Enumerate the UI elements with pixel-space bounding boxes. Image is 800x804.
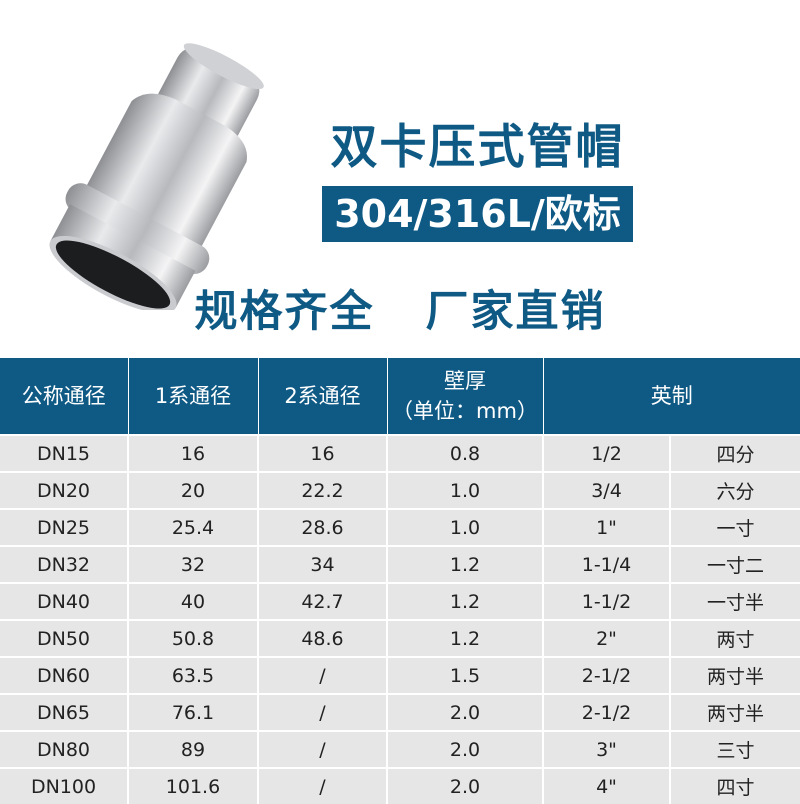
- table-row: DN100 101.6/2.0 4" 四寸: [0, 767, 800, 804]
- table-row: DN25 25.4 28.6 1.0 1" 一寸: [0, 508, 800, 546]
- cell-imperial-inch: 2-1/2: [543, 693, 671, 731]
- table-row: DN40 40 42.7 1.2 1-1/2 一寸半: [0, 582, 800, 620]
- slogan: 规格齐全 厂家直销: [194, 287, 606, 337]
- cell-nominal: DN60: [0, 656, 129, 694]
- cell-wall: 1.2: [387, 545, 544, 583]
- cell-wall: 1.5: [387, 656, 544, 694]
- cell-imperial-cn: 六分: [670, 471, 800, 509]
- pipe-cap-product-image: [49, 43, 264, 310]
- header-wall-thickness: 壁厚 （单位：mm）: [387, 358, 544, 435]
- product-title: 双卡压式管帽: [330, 120, 625, 175]
- cell-imperial-inch: 4": [543, 767, 671, 804]
- cell-imperial-inch: 3": [543, 730, 671, 768]
- table-row: DN65 76.1/2.0 2-1/2 两寸半: [0, 693, 800, 731]
- cell-imperial-inch: 3/4: [543, 471, 671, 509]
- cell-series-2: 34: [258, 545, 388, 583]
- cell-series-2: 28.6: [258, 508, 388, 546]
- cell-series-1: 32: [128, 545, 259, 583]
- cell-series-1: 50.8: [128, 619, 259, 657]
- cell-imperial-inch: 2": [543, 619, 671, 657]
- cell-series-2: /: [258, 656, 388, 694]
- header-series-1: 1系通径: [128, 358, 259, 435]
- cell-nominal: DN65: [0, 693, 129, 731]
- cell-series-1: 20: [128, 471, 259, 509]
- cell-wall: 2.0: [387, 767, 544, 804]
- cell-nominal: DN100: [0, 767, 129, 804]
- table-row: DN50 50.8 48.6 1.2 2" 两寸: [0, 619, 800, 657]
- cell-series-1: 16: [128, 434, 259, 472]
- cell-series-1: 89: [128, 730, 259, 768]
- cell-wall: 1.0: [387, 508, 544, 546]
- table-row: DN80 89/2.0 3" 三寸: [0, 730, 800, 768]
- cell-wall: 1.2: [387, 582, 544, 620]
- cell-wall: 1.0: [387, 471, 544, 509]
- cell-imperial-cn: 两寸半: [670, 693, 800, 731]
- cell-series-2: /: [258, 693, 388, 731]
- cell-nominal: DN80: [0, 730, 129, 768]
- cell-series-2: 42.7: [258, 582, 388, 620]
- cell-wall: 2.0: [387, 730, 544, 768]
- cell-series-2: /: [258, 767, 388, 804]
- table-header-row: 公称通径 1系通径 2系通径 壁厚 （单位：mm） 英制: [0, 358, 800, 435]
- cell-nominal: DN20: [0, 471, 129, 509]
- cell-nominal: DN15: [0, 434, 129, 472]
- cell-imperial-inch: 2-1/2: [543, 656, 671, 694]
- material-badge: 304/316L/欧标: [322, 186, 633, 242]
- cell-wall: 1.2: [387, 619, 544, 657]
- header-imperial: 英制: [543, 358, 800, 435]
- cell-imperial-cn: 一寸半: [670, 582, 800, 620]
- cell-series-2: 22.2: [258, 471, 388, 509]
- cell-imperial-inch: 1-1/4: [543, 545, 671, 583]
- table-row: DN15 16 16 0.8 1/2 四分: [0, 434, 800, 472]
- cell-series-1: 76.1: [128, 693, 259, 731]
- cell-wall: 2.0: [387, 693, 544, 731]
- table-row: DN60 63.5/1.5 2-1/2 两寸半: [0, 656, 800, 694]
- cell-imperial-cn: 四寸: [670, 767, 800, 804]
- cell-series-2: /: [258, 730, 388, 768]
- cell-imperial-cn: 两寸: [670, 619, 800, 657]
- cell-series-2: 16: [258, 434, 388, 472]
- cell-series-1: 63.5: [128, 656, 259, 694]
- cell-imperial-inch: 1/2: [543, 434, 671, 472]
- cell-nominal: DN50: [0, 619, 129, 657]
- header-nominal-diameter: 公称通径: [0, 358, 129, 435]
- table-row: DN20 20 22.2 1.0 3/4 六分: [0, 471, 800, 509]
- cell-imperial-cn: 两寸半: [670, 656, 800, 694]
- table-row: DN32 32 34 1.2 1-1/4 一寸二: [0, 545, 800, 583]
- spec-table: 公称通径 1系通径 2系通径 壁厚 （单位：mm） 英制 DN15 16 16 0.8 1…: [0, 358, 800, 804]
- cell-series-1: 101.6: [128, 767, 259, 804]
- cell-imperial-cn: 四分: [670, 434, 800, 472]
- cell-imperial-cn: 一寸二: [670, 545, 800, 583]
- cell-imperial-inch: 1-1/2: [543, 582, 671, 620]
- cell-nominal: DN40: [0, 582, 129, 620]
- cell-nominal: DN25: [0, 508, 129, 546]
- cell-imperial-inch: 1": [543, 508, 671, 546]
- cell-imperial-cn: 一寸: [670, 508, 800, 546]
- cell-series-1: 40: [128, 582, 259, 620]
- header-series-2: 2系通径: [258, 358, 388, 435]
- cell-series-2: 48.6: [258, 619, 388, 657]
- cell-nominal: DN32: [0, 545, 129, 583]
- cell-series-1: 25.4: [128, 508, 259, 546]
- cell-imperial-cn: 三寸: [670, 730, 800, 768]
- cell-wall: 0.8: [387, 434, 544, 472]
